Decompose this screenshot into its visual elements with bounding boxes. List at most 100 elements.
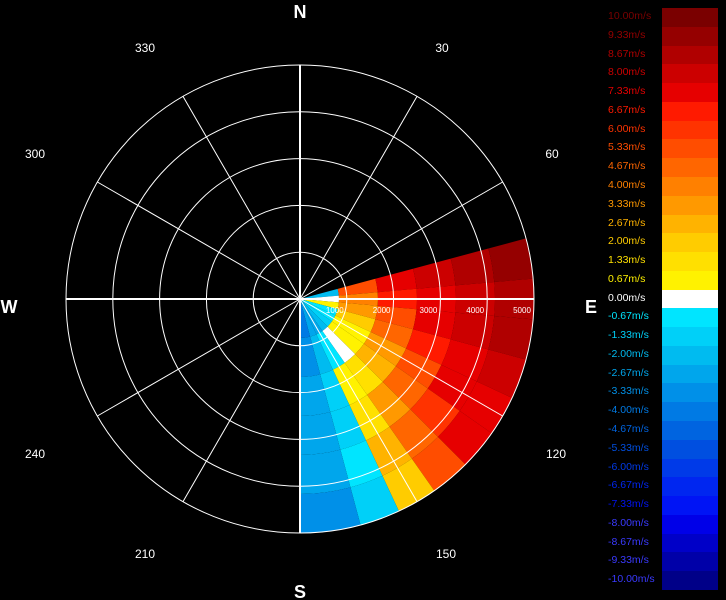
bearing-label-60: 60 <box>545 147 559 161</box>
bearing-label-120: 120 <box>546 447 566 461</box>
legend-swatch <box>662 139 718 159</box>
bearing-label-150: 150 <box>436 547 456 561</box>
polar-grid <box>65 64 535 534</box>
velocity-cell-0-4 <box>450 248 495 286</box>
legend-swatch <box>662 195 718 215</box>
velocity-cell-2-5 <box>488 315 534 360</box>
velocity-cell-5-1 <box>327 321 364 355</box>
compass-south: S <box>294 582 306 600</box>
velocity-cell-7-2 <box>332 362 368 406</box>
legend-entry: 6.00m/s <box>606 120 718 140</box>
legend-entry: -10.00m/s <box>606 571 718 590</box>
legend-label: -4.00m/s <box>608 404 649 417</box>
velocity-cell-9-0 <box>300 299 311 338</box>
legend-swatch <box>662 308 718 328</box>
legend-swatch <box>662 477 718 497</box>
legend-label: 0.67m/s <box>608 272 646 285</box>
legend-label: -9.33m/s <box>608 554 649 567</box>
legend-swatch <box>662 364 718 384</box>
legend-swatch <box>662 158 718 177</box>
legend-label: -6.67m/s <box>608 479 649 492</box>
legend-label: -4.67m/s <box>608 423 649 436</box>
velocity-cell-9-2 <box>300 374 331 416</box>
range-label-1000: 1000 <box>326 306 344 315</box>
legend-entry: 4.00m/s <box>606 176 718 196</box>
velocity-cell-9-4 <box>300 449 351 494</box>
legend-label: -7.33m/s <box>608 498 649 511</box>
bearing-label-330: 330 <box>135 41 155 55</box>
velocity-cell-3-4 <box>441 339 489 382</box>
velocity-cell-3-2 <box>370 319 414 349</box>
velocity-cell-2-4 <box>450 312 495 350</box>
velocity-cell-5-5 <box>437 410 492 465</box>
velocity-cell-2-2 <box>375 305 417 330</box>
radial-spoke-300 <box>97 181 301 300</box>
legend-swatch <box>662 176 718 196</box>
range-label-4000: 4000 <box>466 306 484 315</box>
legend-swatch <box>662 64 718 84</box>
legend-swatch <box>662 383 718 403</box>
radial-spoke-240 <box>97 298 301 417</box>
legend-label: -2.67m/s <box>608 366 649 379</box>
legend-label: -0.67m/s <box>608 310 649 323</box>
legend-entry: -6.67m/s <box>606 477 718 497</box>
velocity-cell-7-4 <box>365 426 412 476</box>
legend-label: 9.33m/s <box>608 28 646 41</box>
velocity-cell-0-5 <box>488 238 534 283</box>
bearing-label-300: 300 <box>25 147 45 161</box>
velocity-cell-5-2 <box>355 343 396 382</box>
legend-label: 3.33m/s <box>608 197 646 210</box>
velocity-cell-2-3 <box>413 309 456 340</box>
radial-spoke-330 <box>182 96 301 300</box>
legend-swatch <box>662 45 718 65</box>
legend-entry: -1.33m/s <box>606 327 718 346</box>
legend-label: -2.00m/s <box>608 347 649 360</box>
radial-spoke-60 <box>299 181 503 300</box>
velocity-cell-9-1 <box>300 336 321 377</box>
velocity-cell-7-5 <box>382 458 435 512</box>
legend-label: 4.67m/s <box>608 160 646 173</box>
legend-label: -1.33m/s <box>608 329 649 342</box>
legend-label: 1.33m/s <box>608 254 646 267</box>
velocity-cell-8-3 <box>330 405 366 450</box>
compass-west: W <box>1 297 18 317</box>
legend-label: -5.33m/s <box>608 441 649 454</box>
velocity-cell-8-5 <box>350 475 399 526</box>
legend-swatch <box>662 533 718 553</box>
velocity-cell-8-1 <box>310 334 333 375</box>
legend-entry: 2.00m/s <box>606 233 718 253</box>
legend-entry: -5.33m/s <box>606 439 718 459</box>
velocity-cell-3-0 <box>300 299 338 316</box>
legend-label: 8.67m/s <box>608 47 646 60</box>
legend-swatch <box>662 552 718 572</box>
velocity-cell-9-3 <box>300 412 341 455</box>
legend-label: -8.67m/s <box>608 535 649 548</box>
velocity-color-legend: 10.00m/s 9.33m/s 8.67m/s 8.00m/s 7.33m/s 6.67… <box>606 8 718 590</box>
compass-north: N <box>294 2 307 22</box>
legend-swatch <box>662 101 718 121</box>
velocity-cell-2-0 <box>300 299 339 310</box>
legend-entry: 0.00m/s <box>606 289 718 309</box>
legend-swatch <box>662 327 718 346</box>
legend-swatch <box>662 514 718 534</box>
legend-swatch <box>662 270 718 290</box>
legend-entry: -6.00m/s <box>606 458 718 478</box>
velocity-cell-6-4 <box>389 409 438 459</box>
velocity-cell-6-2 <box>344 354 383 395</box>
bearing-label-210: 210 <box>135 547 155 561</box>
velocity-cell-5-4 <box>410 388 460 437</box>
legend-label: 0.00m/s <box>608 291 646 304</box>
legend-label: 2.67m/s <box>608 216 646 229</box>
legend-entry: 3.33m/s <box>606 195 718 215</box>
legend-label: 4.00m/s <box>608 178 646 191</box>
velocity-cell-5-3 <box>382 366 428 410</box>
legend-entry: 10.00m/s <box>606 8 718 27</box>
radial-spoke-210 <box>182 298 301 502</box>
polar-chart: 1000 2000 3000 4000 5000 N E S W 30 60 120 1… <box>1 2 598 600</box>
legend-swatch <box>662 26 718 46</box>
legend-swatch <box>662 496 718 515</box>
legend-label: -6.00m/s <box>608 460 649 473</box>
legend-swatch <box>662 402 718 422</box>
legend-entry: -2.00m/s <box>606 345 718 365</box>
velocity-cell-0-1 <box>337 278 378 296</box>
